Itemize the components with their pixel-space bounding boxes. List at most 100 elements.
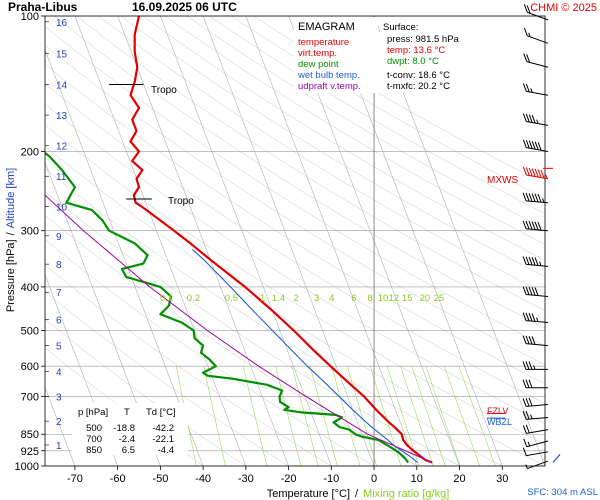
altitude-tick-label: 10 [56, 202, 68, 213]
altitude-tick-label: 12 [56, 142, 68, 153]
temperature-tick-label: -20 [281, 473, 297, 485]
wind-barb-flag [525, 167, 530, 176]
wind-barb-staff [526, 429, 549, 434]
temperature-tick-label: 20 [453, 473, 465, 485]
mixing-ratio-label: 1.4 [272, 293, 285, 304]
altitude-tick-label: 2 [56, 417, 62, 428]
altitude-tick-label: 16 [56, 18, 68, 29]
pressure-tick-label: 700 [21, 391, 39, 403]
wind-barbs-layer [522, 4, 561, 470]
wind-barb-flag [525, 397, 530, 407]
station-name: Praha-Libus [8, 0, 78, 14]
dry-adiabat-line [54, 16, 545, 329]
table-row-500-td: -42.2 [152, 423, 174, 434]
wind-barb [522, 256, 549, 267]
wind-barb-flag [523, 27, 528, 36]
wind-barb-staff [526, 174, 549, 180]
wind-barb [523, 53, 549, 68]
wind-barb-staff [526, 121, 549, 126]
wind-barb-staff [526, 147, 549, 152]
wind-barb-flag [534, 141, 539, 150]
wind-barb-flag [528, 140, 533, 149]
pressure-tick-label: 100 [21, 11, 39, 23]
y-axis-title: Pressure [hPa] / Altitude [km] [5, 168, 17, 312]
wind-barb [525, 460, 549, 470]
temperature-tick-label: 30 [496, 473, 508, 485]
wind-barb [522, 113, 549, 126]
dry-adiabat-line [76, 16, 545, 311]
wind-barb-staff [526, 403, 549, 407]
wind-barb-flag [528, 114, 533, 123]
mixing-ratio-label: 0.1 [160, 293, 173, 304]
wind-barb-flag [525, 139, 530, 149]
wind-barb-staff [526, 61, 549, 68]
axes-layer: 0.1 0.2 0.5 1 1.4 2 3 4 6 8 10 12 15 20 25100200300400… [15, 11, 553, 485]
isotherm-line [45, 161, 161, 466]
wind-barb-flag [522, 113, 527, 122]
wind-barb [522, 361, 548, 370]
wind-barb-staff [526, 200, 549, 204]
x-axis-title: Temperature [°C] / Mixing ratio [g/kg] [267, 488, 450, 500]
wind-barb-flag [534, 257, 539, 266]
temperature-tick-label: -10 [323, 473, 339, 485]
wind-barb-staff [527, 35, 549, 44]
wind-barb-flag [528, 379, 533, 388]
pressure-tick-label: 600 [21, 361, 39, 373]
legend-box [294, 17, 378, 93]
wind-barb-flag [522, 425, 527, 434]
table-row-850-p: 850 [86, 445, 102, 456]
legend-wet-bulb: wet bulb temp. [297, 70, 360, 81]
dry-adiabat-line [45, 83, 545, 404]
wind-barb-flag [531, 221, 536, 230]
wind-barb-flag [525, 113, 530, 123]
wind-barb [522, 286, 549, 297]
wind-barb-half-flag [542, 198, 545, 203]
isotherm-line [117, 16, 289, 466]
wind-barb-flag [522, 83, 527, 92]
temperature-tick-label: -60 [110, 473, 126, 485]
isotherm-line [45, 48, 204, 466]
wind-barb-half-flag [530, 88, 533, 93]
mixing-ratio-label: 4 [329, 293, 334, 304]
wind-barb-flag [522, 379, 527, 388]
mixing-ratio-label: 10 [378, 293, 389, 304]
wind-barb-flag [522, 335, 527, 344]
wind-barb-staff [526, 228, 549, 232]
wind-barb-flag [537, 169, 542, 178]
legend-dew-point: dew point [298, 59, 339, 70]
parcel-trace [45, 194, 433, 463]
temperature-tick-label: 10 [411, 473, 423, 485]
temperature-tick-label: -40 [195, 473, 211, 485]
pressure-tick-label: 1000 [15, 461, 39, 473]
altitude-tick-label: 3 [56, 393, 62, 404]
dry-adiabat-line [45, 63, 545, 385]
surface-dewpoint: dwpt: 8.0 °C [387, 56, 439, 67]
wind-barb-flag [525, 220, 530, 230]
surface-tmxfc: t-mxfc: 20.2 °C [387, 81, 450, 92]
pressure-tick-label: 200 [21, 146, 39, 158]
wind-barb-staff [527, 460, 549, 470]
wind-barb-flag [525, 256, 530, 265]
wbzl-label: WBZL [487, 417, 512, 427]
table-row-700-p: 700 [86, 434, 102, 445]
wind-barb-flag [525, 286, 530, 295]
surface-title: Surface: [383, 22, 418, 33]
wind-barb-staff [526, 416, 549, 420]
wind-barb-flag [522, 312, 527, 321]
altitude-tick-label: 4 [56, 367, 62, 378]
wind-barb-flag [525, 379, 530, 388]
altitude-tick-label: 5 [56, 342, 62, 353]
altitude-tick-label: 1 [56, 441, 62, 452]
table-row-700-td: -22.1 [152, 434, 174, 445]
wind-barb-flag [540, 169, 545, 179]
wind-barb-flag [531, 257, 536, 266]
dry-adiabat-line [45, 26, 545, 347]
wind-barb-flag [531, 336, 536, 345]
pressure-tick-label: 850 [21, 429, 39, 441]
wind-barb-flag [522, 447, 527, 456]
x-axis-label: Temperature [°C] [267, 488, 350, 500]
wind-barb-half-flag [536, 119, 539, 124]
wind-barb-flag [531, 313, 536, 322]
fzl-label: FZLV [487, 406, 508, 416]
mixing-ratio-label: 3 [314, 293, 319, 304]
